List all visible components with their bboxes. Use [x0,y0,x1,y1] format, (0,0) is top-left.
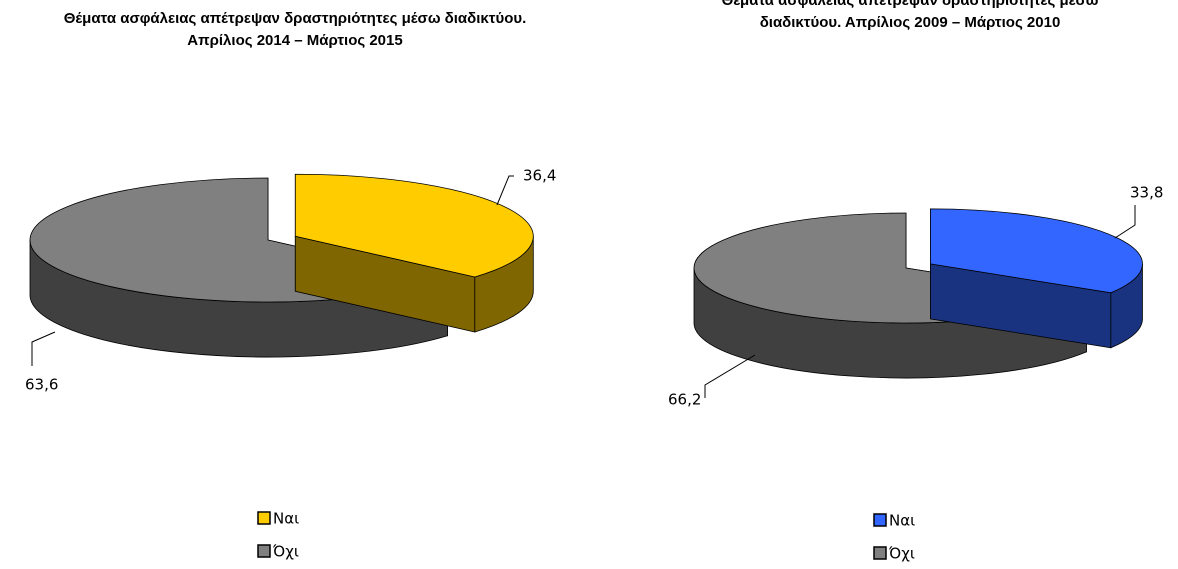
legend-swatch [873,513,887,527]
data-label: 66,2 [668,391,701,409]
legend-swatch [257,511,271,525]
data-label: 33,8 [1130,184,1163,202]
chart-title: Θέματα ασφάλειας απέτρεψαν δραστηριότητε… [721,0,1099,31]
leader-line [1114,205,1136,239]
legend-label: Όχι [888,545,915,563]
slice [294,173,534,278]
data-label: 63,6 [25,376,58,394]
legend-label: Ναι [273,510,299,528]
chart-title: Θέματα ασφάλειας απέτρεψαν δραστηριότητε… [63,10,527,49]
data-label: 36,4 [523,167,556,185]
legend-label: Ναι [889,512,915,530]
leader-line [496,175,514,206]
leader-line [704,354,756,398]
legend-swatch [257,544,271,558]
legend-label: Όχι [272,543,299,561]
leader-line [31,331,56,366]
legend-swatch [873,546,887,560]
